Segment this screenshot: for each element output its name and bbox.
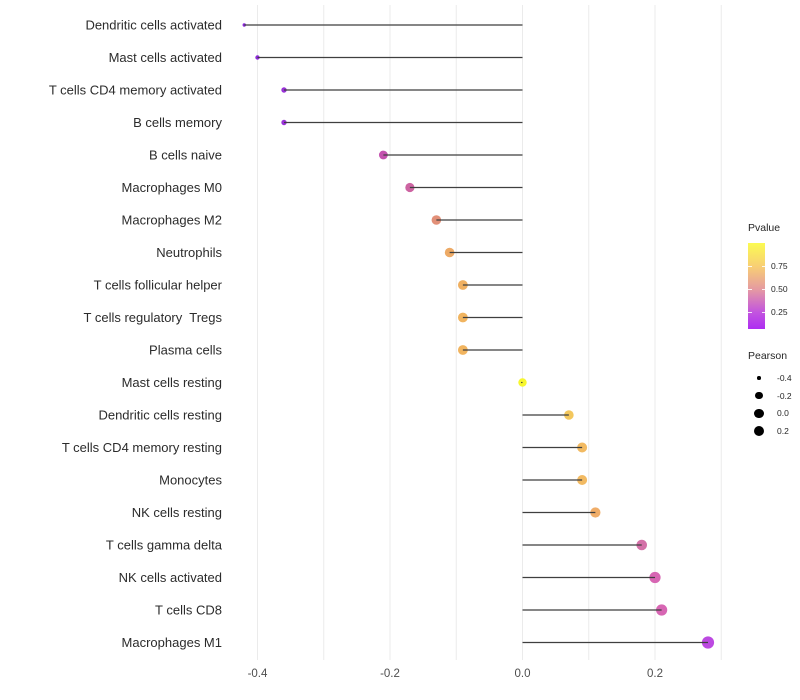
pearson-legend-entry: -0.2 xyxy=(748,387,792,405)
pvalue-bar-tick xyxy=(748,289,752,291)
pearson-size-label: -0.2 xyxy=(777,390,792,401)
category-label: NK cells activated xyxy=(119,570,222,585)
pvalue-bar-tick xyxy=(761,289,765,291)
legend-pvalue: Pvalue 0.75 0.50 0.25 xyxy=(748,222,800,329)
x-tick-label: -0.4 xyxy=(248,668,268,680)
pearson-size-dot xyxy=(754,408,764,418)
category-label: Macrophages M1 xyxy=(122,635,222,650)
category-label: T cells regulatory Tregs xyxy=(84,310,223,325)
pearson-legend-dot-cell xyxy=(748,408,770,418)
x-tick-label: -0.2 xyxy=(380,668,400,680)
legend-pearson: Pearson -0.4 -0.2 0.0 0.2 xyxy=(748,350,792,440)
category-label: Plasma cells xyxy=(149,343,222,358)
category-label: T cells CD4 memory activated xyxy=(49,83,222,98)
pearson-legend-dot-cell xyxy=(748,391,770,400)
pvalue-gradient-bar: 0.75 0.50 0.25 xyxy=(748,243,788,329)
category-label: Neutrophils xyxy=(156,245,222,260)
category-label: B cells memory xyxy=(133,115,222,130)
category-label: T cells gamma delta xyxy=(106,538,223,553)
pearson-size-label: 0.0 xyxy=(777,408,789,419)
pearson-size-dot xyxy=(757,376,761,380)
category-label: Macrophages M0 xyxy=(122,180,222,195)
category-label: Mast cells activated xyxy=(109,50,222,65)
pvalue-legend-title: Pvalue xyxy=(748,222,781,234)
pvalue-tick-label: 0.75 xyxy=(771,261,788,272)
pearson-size-dot xyxy=(755,391,763,400)
category-label: NK cells resting xyxy=(132,505,222,520)
pvalue-tick-label: 0.25 xyxy=(771,306,788,317)
pearson-size-label: -0.4 xyxy=(777,372,792,383)
pearson-legend-entries: -0.4 -0.2 0.0 0.2 xyxy=(748,369,792,440)
pearson-legend-dot-cell xyxy=(748,425,770,437)
pvalue-tick-label: 0.50 xyxy=(771,284,788,295)
category-label: Mast cells resting xyxy=(122,375,222,390)
category-label: Dendritic cells resting xyxy=(98,408,222,423)
category-label: Dendritic cells activated xyxy=(85,18,222,33)
pvalue-bar-tick xyxy=(761,311,765,313)
category-label: Monocytes xyxy=(159,473,222,488)
pearson-legend-title: Pearson xyxy=(748,350,788,362)
pearson-legend-dot-cell xyxy=(748,376,770,380)
pearson-legend-entry: 0.2 xyxy=(748,422,792,440)
category-label: T cells follicular helper xyxy=(94,278,223,293)
category-label: Macrophages M2 xyxy=(122,213,222,228)
pvalue-bar-tick xyxy=(748,266,752,268)
pearson-legend-entry: 0.0 xyxy=(748,404,792,422)
pearson-size-label: 0.2 xyxy=(777,425,789,436)
category-label: B cells naive xyxy=(149,148,222,163)
category-label: T cells CD8 xyxy=(155,603,222,618)
category-label: T cells CD4 memory resting xyxy=(62,440,222,455)
x-tick-label: 0.2 xyxy=(647,668,663,680)
x-tick-label: 0.0 xyxy=(515,668,531,680)
pearson-legend-entry: -0.4 xyxy=(748,369,792,387)
pvalue-bar-tick xyxy=(761,266,765,268)
pvalue-bar-tick xyxy=(748,311,752,313)
pearson-size-dot xyxy=(753,425,765,437)
